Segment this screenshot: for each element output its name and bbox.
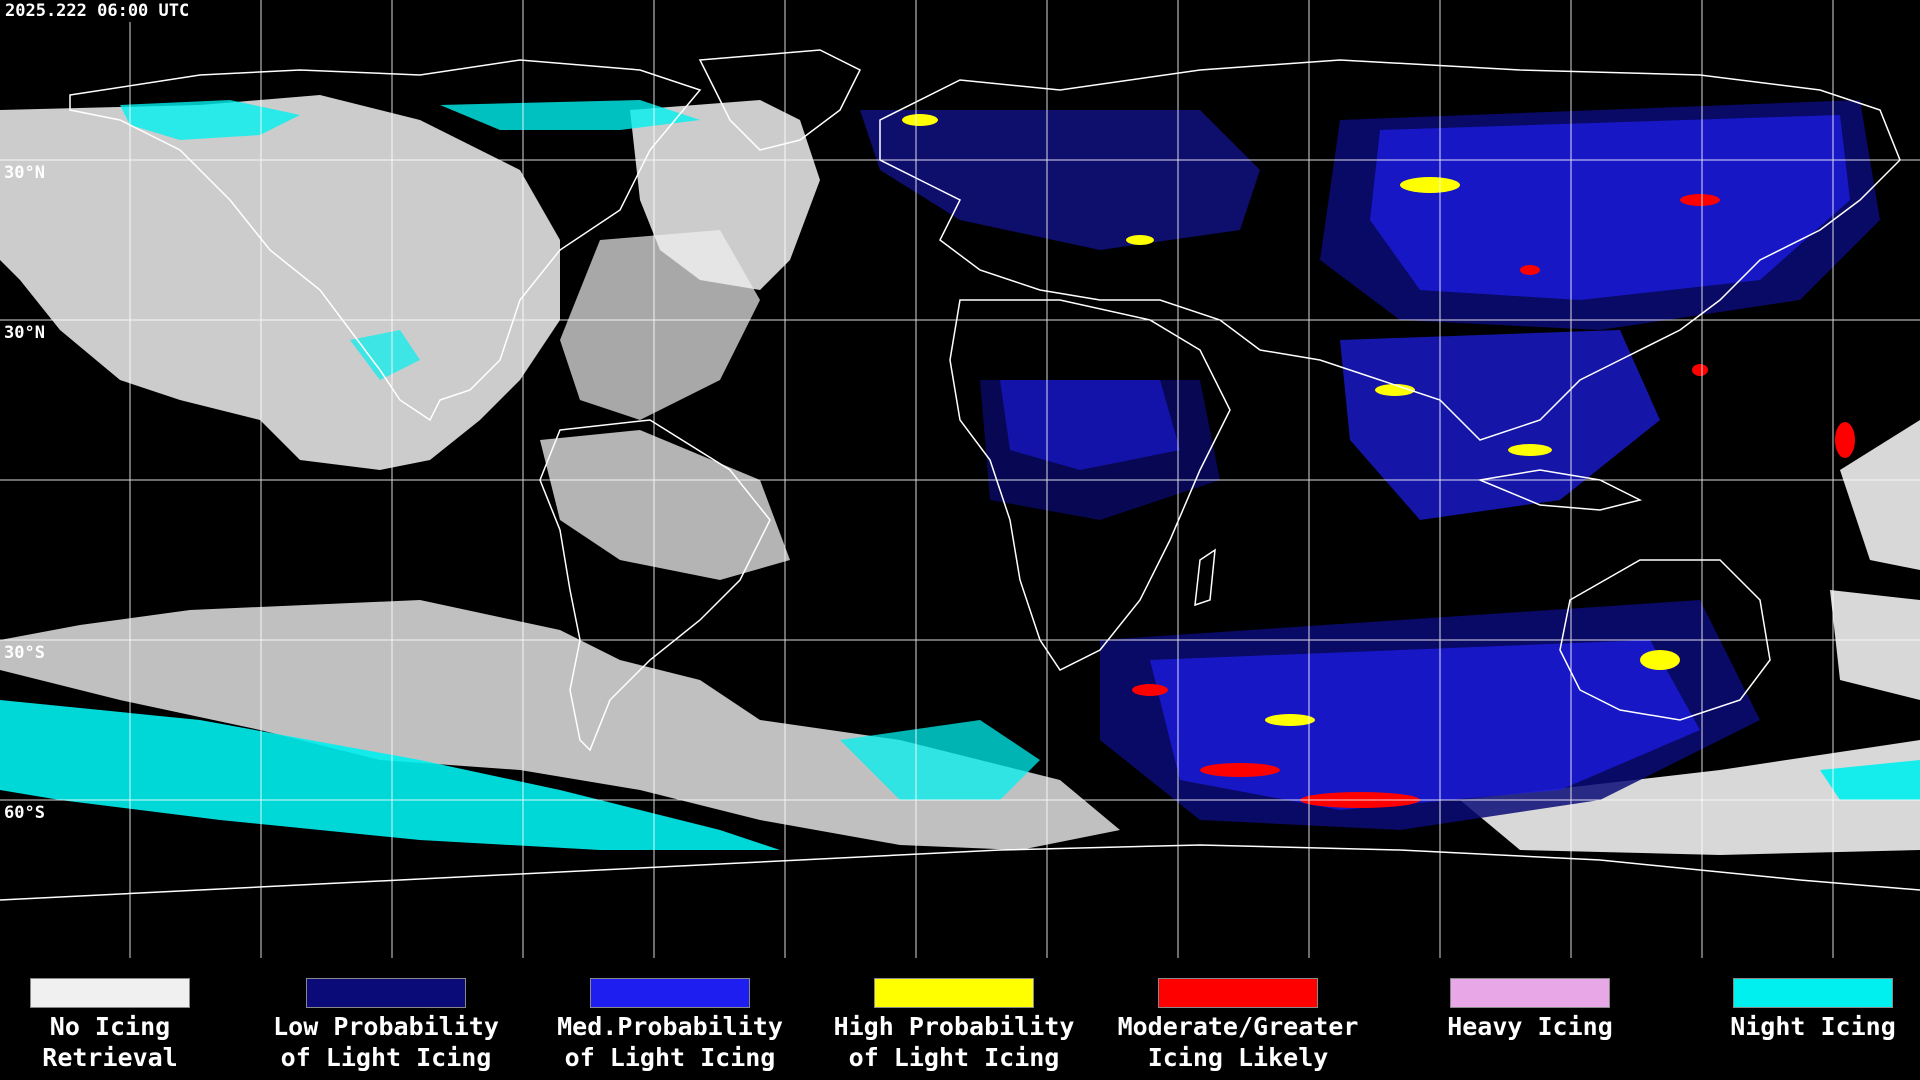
map-canvas bbox=[0, 0, 1920, 958]
legend-swatch bbox=[1450, 978, 1610, 1008]
legend: No Icing Retrieval Low Probability of Li… bbox=[0, 958, 1920, 1080]
eurasia-outline bbox=[879, 59, 1901, 441]
lat-label-30n: 30°N bbox=[4, 323, 45, 343]
high-probability-spots bbox=[902, 114, 1680, 726]
no-icing-clouds bbox=[0, 95, 1920, 855]
legend-item-night-icing: Night Icing bbox=[1683, 978, 1920, 1042]
legend-swatch bbox=[1733, 978, 1893, 1008]
legend-line1: Low Probability bbox=[273, 1012, 499, 1041]
coastlines bbox=[0, 49, 1920, 901]
night-icing-regions bbox=[0, 100, 1920, 850]
legend-item-low-probability: Low Probability of Light Icing bbox=[256, 978, 516, 1073]
timestamp-label: 2025.222 06:00 UTC bbox=[2, 0, 193, 22]
legend-swatch bbox=[306, 978, 466, 1008]
indonesia-outline bbox=[1477, 469, 1643, 511]
legend-item-heavy-icing: Heavy Icing bbox=[1400, 978, 1660, 1042]
med-probability-regions bbox=[860, 110, 1850, 810]
legend-line1: Moderate/Greater bbox=[1117, 1012, 1359, 1041]
antarctica-outline bbox=[0, 844, 1920, 901]
legend-item-moderate-greater: Moderate/Greater Icing Likely bbox=[1108, 978, 1368, 1073]
legend-item-high-probability: High Probability of Light Icing bbox=[824, 978, 1084, 1073]
legend-line1: High Probability bbox=[833, 1012, 1075, 1041]
australia-outline bbox=[1559, 559, 1771, 721]
legend-swatch bbox=[590, 978, 750, 1008]
lat-label-60s: 60°S bbox=[4, 803, 45, 823]
africa-outline bbox=[949, 299, 1231, 671]
legend-swatch bbox=[874, 978, 1034, 1008]
legend-item-med-probability: Med.Probability of Light Icing bbox=[540, 978, 800, 1073]
legend-item-no-icing: No Icing Retrieval bbox=[0, 978, 240, 1073]
south-america-outline bbox=[539, 419, 771, 752]
legend-line2: of Light Icing bbox=[848, 1043, 1060, 1072]
legend-line2: Icing Likely bbox=[1147, 1043, 1329, 1072]
madagascar-outline bbox=[1194, 548, 1216, 607]
lat-label-60n: 30°N bbox=[4, 163, 45, 183]
legend-line2: Retrieval bbox=[42, 1043, 178, 1072]
legend-line2: of Light Icing bbox=[564, 1043, 776, 1072]
legend-line2: of Light Icing bbox=[280, 1043, 492, 1072]
legend-swatch bbox=[1158, 978, 1318, 1008]
lat-lon-grid bbox=[0, 0, 1920, 958]
lat-label-30s: 30°S bbox=[4, 643, 45, 663]
legend-line1: Heavy Icing bbox=[1447, 1012, 1613, 1041]
greenland-outline bbox=[698, 49, 862, 151]
north-america-outline bbox=[69, 59, 702, 422]
legend-line1: Night Icing bbox=[1730, 1012, 1896, 1041]
legend-line1: No Icing bbox=[49, 1012, 171, 1041]
legend-line1: Med.Probability bbox=[557, 1012, 783, 1041]
icing-map: 2025.222 06:00 UTC 30°N 30°N 30°S 60°S bbox=[0, 0, 1920, 958]
legend-swatch bbox=[30, 978, 190, 1008]
